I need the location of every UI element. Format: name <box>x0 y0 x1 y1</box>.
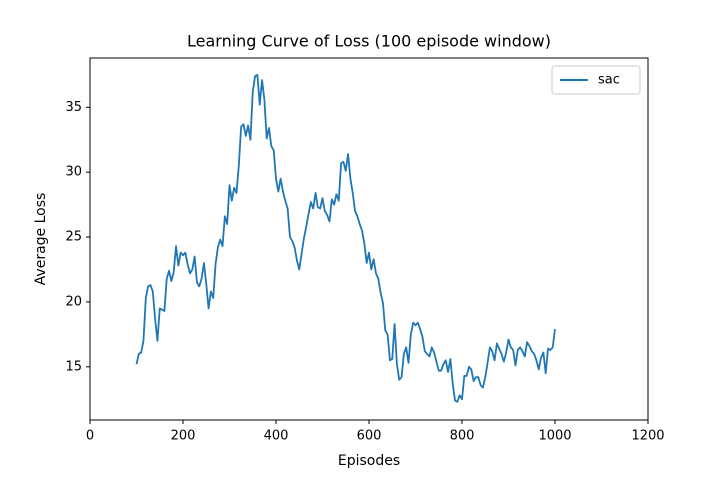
y-tick-label: 35 <box>65 100 82 115</box>
y-tick-label: 25 <box>65 230 82 245</box>
legend-box <box>551 65 641 95</box>
x-tick-label: 200 <box>171 429 196 444</box>
x-axis-title: Episodes <box>338 453 400 469</box>
x-tick-label: 800 <box>450 429 475 444</box>
x-tick-label: 600 <box>357 429 382 444</box>
chart-title: Learning Curve of Loss (100 episode wind… <box>187 32 551 51</box>
y-tick-label: 30 <box>65 165 82 180</box>
x-tick-label: 0 <box>86 429 94 444</box>
x-tick-label: 1000 <box>538 429 571 444</box>
x-tick-label: 400 <box>264 429 289 444</box>
y-tick-label: 20 <box>65 294 82 309</box>
x-tick-label: 1200 <box>631 429 664 444</box>
y-axis-title: Average Loss <box>33 193 49 286</box>
y-tick-label: 15 <box>65 359 82 374</box>
legend-label: sac <box>598 73 620 88</box>
line-series <box>135 73 556 403</box>
